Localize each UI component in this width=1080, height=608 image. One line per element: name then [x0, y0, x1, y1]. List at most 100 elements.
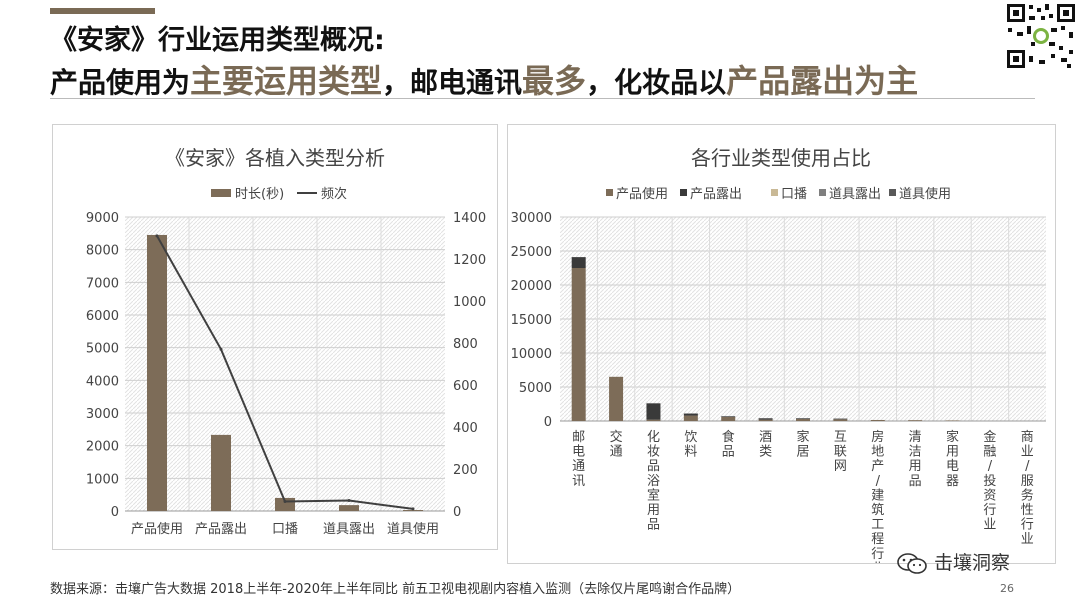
stacked-bar-segment	[758, 419, 773, 421]
x-tick-label: 产品使用	[131, 521, 183, 537]
x-tick-label: 金融/投资行业	[983, 429, 996, 533]
stacked-bar-segment	[945, 420, 960, 421]
page-number: 26	[1000, 582, 1014, 595]
bar	[147, 234, 167, 511]
chart-panel-industry-share: 各行业类型使用占比 0 5000 10000 15000 20000 25000 30000 邮…	[507, 124, 1056, 576]
y-tick-label: 20000	[511, 279, 552, 294]
x-tick-label: 交通	[610, 429, 623, 460]
x-tick-label: 清洁用品	[909, 430, 922, 489]
y-tick-label-right: 1000	[453, 295, 486, 310]
legend-label: 时长(秒)	[235, 187, 284, 202]
legend-label: 道具使用	[899, 186, 951, 202]
x-tick-label: 邮电通讯	[572, 430, 585, 489]
y-tick-label: 0	[544, 415, 552, 430]
wechat-icon	[897, 552, 927, 574]
subtitle-part-2: ，邮电通讯	[382, 66, 523, 99]
x-tick-label: 商业/服务性行业	[1021, 430, 1034, 547]
stacked-bar-segment	[833, 419, 848, 421]
bar	[211, 434, 231, 511]
y-tick-label-right: 600	[453, 379, 478, 394]
y-tick-label-left: 3000	[86, 407, 119, 422]
line-point	[219, 347, 223, 351]
y-tick-label: 10000	[511, 347, 552, 362]
y-tick-label-right: 0	[453, 505, 461, 520]
y-tick-label: 30000	[511, 211, 552, 226]
y-tick-label-left: 5000	[86, 342, 119, 357]
stacked-bar-segment	[870, 419, 885, 421]
legend-swatch	[889, 189, 896, 196]
x-tick-label: 互联网	[834, 430, 847, 474]
legend-label: 道具露出	[829, 187, 881, 202]
stacked-bar-segment	[758, 418, 773, 420]
legend-label: 频次	[321, 186, 347, 202]
bar	[339, 505, 359, 511]
line-point	[283, 500, 287, 504]
legend-swatch	[606, 189, 613, 196]
x-tick-label: 化妆品浴室用品	[647, 430, 660, 533]
x-tick-label: 道具使用	[387, 521, 439, 537]
stacked-bar-segment	[908, 420, 923, 421]
line-point	[411, 507, 415, 511]
subtitle-part-5: 产品露出为主	[726, 62, 919, 100]
stacked-bar-segment	[721, 416, 736, 421]
y-tick-label-right: 1400	[453, 211, 486, 226]
placement-type-chart: 《安家》各植入类型分析01000200030004000500060007000…	[86, 146, 486, 537]
legend-label: 口播	[781, 187, 807, 202]
stacked-bar-segment	[609, 376, 624, 421]
subtitle-part-1: 主要运用类型	[190, 62, 383, 100]
stacked-bar-segment	[721, 416, 736, 417]
stacked-bar-segment	[571, 257, 586, 268]
x-tick-label: 房地产/建筑工程行业	[871, 429, 884, 563]
y-tick-label-left: 9000	[86, 211, 119, 226]
stacked-bar-segment	[796, 418, 810, 421]
data-source-note: 数据来源：击壤广告大数据 2018上半年-2020年上半年同比 前五卫视电视剧内…	[50, 582, 741, 597]
y-tick-label: 5000	[519, 381, 552, 396]
x-tick-label: 道具露出	[323, 522, 375, 537]
y-tick-label: 15000	[511, 313, 552, 328]
subtitle-part-3: 最多	[522, 62, 587, 100]
legend-label: 产品使用	[616, 186, 668, 202]
accent-bar	[50, 8, 155, 14]
subtitle-part-4: ，化妆品以	[586, 66, 727, 99]
x-tick-label: 酒类	[759, 430, 772, 460]
title-divider	[50, 98, 1035, 99]
y-tick-label-right: 200	[453, 463, 478, 478]
y-tick-label: 25000	[511, 245, 552, 260]
legend-swatch-bar	[211, 189, 231, 197]
brand-signature: 击壤洞察	[896, 548, 1010, 575]
stacked-bar-segment	[646, 419, 661, 421]
legend-swatch	[771, 189, 778, 196]
y-tick-label-right: 400	[453, 421, 478, 436]
legend-swatch	[819, 189, 826, 196]
y-tick-label-left: 2000	[86, 440, 119, 455]
industry-share-chart: 各行业类型使用占比 0 5000 10000 15000 20000 25000 30000 邮…	[511, 146, 1046, 576]
page-subtitle: 产品使用为主要运用类型，邮电通讯最多，化妆品以产品露出为主	[50, 56, 918, 102]
stacked-bar-segment	[796, 418, 810, 419]
x-tick-label: 食品	[722, 429, 735, 460]
x-tick-label: 产品露出	[195, 522, 247, 537]
legend-swatch	[680, 189, 687, 196]
stacked-bar-segment	[833, 418, 848, 420]
y-tick-label-left: 6000	[86, 309, 119, 324]
chart-title: 各行业类型使用占比	[691, 146, 871, 170]
stacked-bar-segment	[683, 415, 698, 421]
stacked-bar-segment	[683, 413, 698, 416]
y-tick-label-left: 8000	[86, 244, 119, 259]
legend-label: 产品露出	[690, 187, 742, 202]
line-point	[155, 234, 159, 238]
stacked-bar-segment	[571, 268, 586, 421]
x-tick-label: 家居	[796, 429, 809, 460]
x-tick-label: 饮料	[684, 430, 697, 460]
y-tick-label-left: 1000	[86, 472, 119, 487]
y-tick-label-right: 800	[453, 337, 478, 352]
subtitle-part-0: 产品使用为	[50, 66, 191, 99]
chart-panel-placement-types: 《安家》各植入类型分析 0 1000 2000 3000 4000 5000 6000 7000…	[52, 124, 498, 550]
y-tick-label-left: 4000	[86, 374, 119, 389]
page-title: 《安家》行业运用类型概况:	[50, 25, 385, 56]
chart-title: 《安家》各植入类型分析	[165, 146, 385, 170]
plot-area-background	[125, 217, 445, 511]
x-tick-label: 口播	[272, 522, 298, 537]
bar	[403, 510, 423, 511]
qr-code-icon	[1005, 2, 1077, 70]
line-point	[347, 499, 351, 502]
